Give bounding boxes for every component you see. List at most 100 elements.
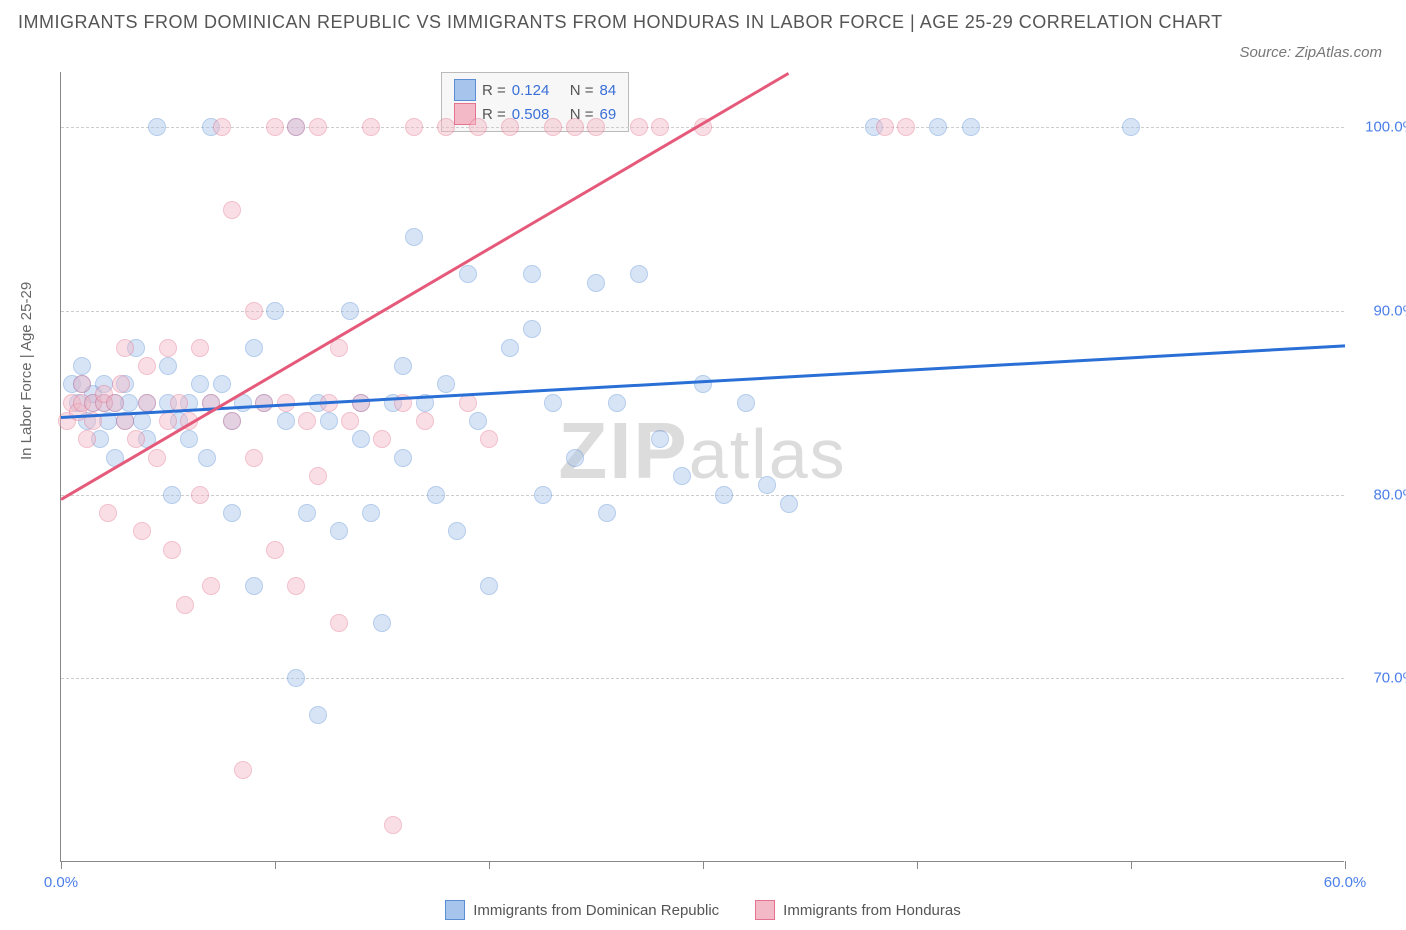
data-point [929, 118, 947, 136]
data-point [159, 412, 177, 430]
legend-item: Immigrants from Dominican Republic [445, 900, 719, 920]
data-point [234, 761, 252, 779]
data-point [437, 375, 455, 393]
data-point [737, 394, 755, 412]
y-tick-label: 80.0% [1373, 486, 1406, 503]
data-point [673, 467, 691, 485]
legend-swatch [445, 900, 465, 920]
data-point [587, 118, 605, 136]
legend-item: Immigrants from Honduras [755, 900, 961, 920]
data-point [608, 394, 626, 412]
data-point [630, 265, 648, 283]
data-point [266, 541, 284, 559]
data-point [287, 669, 305, 687]
data-point [191, 339, 209, 357]
data-point [309, 118, 327, 136]
trend-line [60, 72, 789, 500]
data-point [1122, 118, 1140, 136]
data-point [159, 339, 177, 357]
data-point [480, 577, 498, 595]
data-point [544, 118, 562, 136]
data-point [245, 577, 263, 595]
data-point [112, 375, 130, 393]
data-point [106, 394, 124, 412]
x-tick [917, 861, 918, 869]
data-point [255, 394, 273, 412]
stats-legend-row: R =0.124N =84 [454, 79, 616, 101]
data-point [651, 430, 669, 448]
data-point [99, 504, 117, 522]
data-point [523, 265, 541, 283]
data-point [373, 430, 391, 448]
data-point [198, 449, 216, 467]
data-point [544, 394, 562, 412]
data-point [501, 339, 519, 357]
data-point [202, 577, 220, 595]
x-tick [1131, 861, 1132, 869]
chart-title: IMMIGRANTS FROM DOMINICAN REPUBLIC VS IM… [18, 8, 1388, 37]
data-point [480, 430, 498, 448]
data-point [534, 486, 552, 504]
data-point [341, 412, 359, 430]
data-point [180, 430, 198, 448]
data-point [780, 495, 798, 513]
data-point [394, 357, 412, 375]
data-point [416, 412, 434, 430]
data-point [245, 449, 263, 467]
data-point [523, 320, 541, 338]
data-point [587, 274, 605, 292]
data-point [566, 118, 584, 136]
data-point [223, 504, 241, 522]
x-tick [275, 861, 276, 869]
r-value: 0.124 [512, 82, 564, 99]
data-point [176, 596, 194, 614]
data-point [362, 504, 380, 522]
y-tick-label: 100.0% [1365, 119, 1406, 136]
x-tick [703, 861, 704, 869]
data-point [330, 614, 348, 632]
n-value: 84 [600, 82, 617, 99]
data-point [223, 201, 241, 219]
y-axis-label: In Labor Force | Age 25-29 [18, 282, 35, 460]
data-point [758, 476, 776, 494]
data-point [320, 412, 338, 430]
data-point [897, 118, 915, 136]
x-tick [489, 861, 490, 869]
watermark: ZIPatlas [558, 405, 846, 497]
data-point [448, 522, 466, 540]
plot-area: ZIPatlas R =0.124N =84R =0.508N =69 70.0… [60, 72, 1344, 862]
data-point [469, 412, 487, 430]
data-point [266, 302, 284, 320]
data-point [501, 118, 519, 136]
data-point [437, 118, 455, 136]
data-point [159, 357, 177, 375]
x-tick [61, 861, 62, 869]
data-point [163, 486, 181, 504]
data-point [459, 394, 477, 412]
data-point [277, 412, 295, 430]
data-point [298, 412, 316, 430]
data-point [116, 339, 134, 357]
data-point [266, 118, 284, 136]
data-point [138, 394, 156, 412]
data-point [191, 486, 209, 504]
legend-swatch [454, 79, 476, 101]
x-tick-label: 0.0% [44, 874, 78, 891]
data-point [598, 504, 616, 522]
data-point [298, 504, 316, 522]
n-label: N = [570, 82, 594, 99]
data-point [394, 449, 412, 467]
data-point [352, 430, 370, 448]
data-point [245, 302, 263, 320]
data-point [694, 375, 712, 393]
data-point [213, 375, 231, 393]
gridline [61, 495, 1344, 496]
data-point [78, 430, 96, 448]
data-point [127, 430, 145, 448]
legend-swatch [755, 900, 775, 920]
y-tick-label: 90.0% [1373, 302, 1406, 319]
data-point [148, 449, 166, 467]
data-point [133, 412, 151, 430]
data-point [309, 706, 327, 724]
data-point [341, 302, 359, 320]
